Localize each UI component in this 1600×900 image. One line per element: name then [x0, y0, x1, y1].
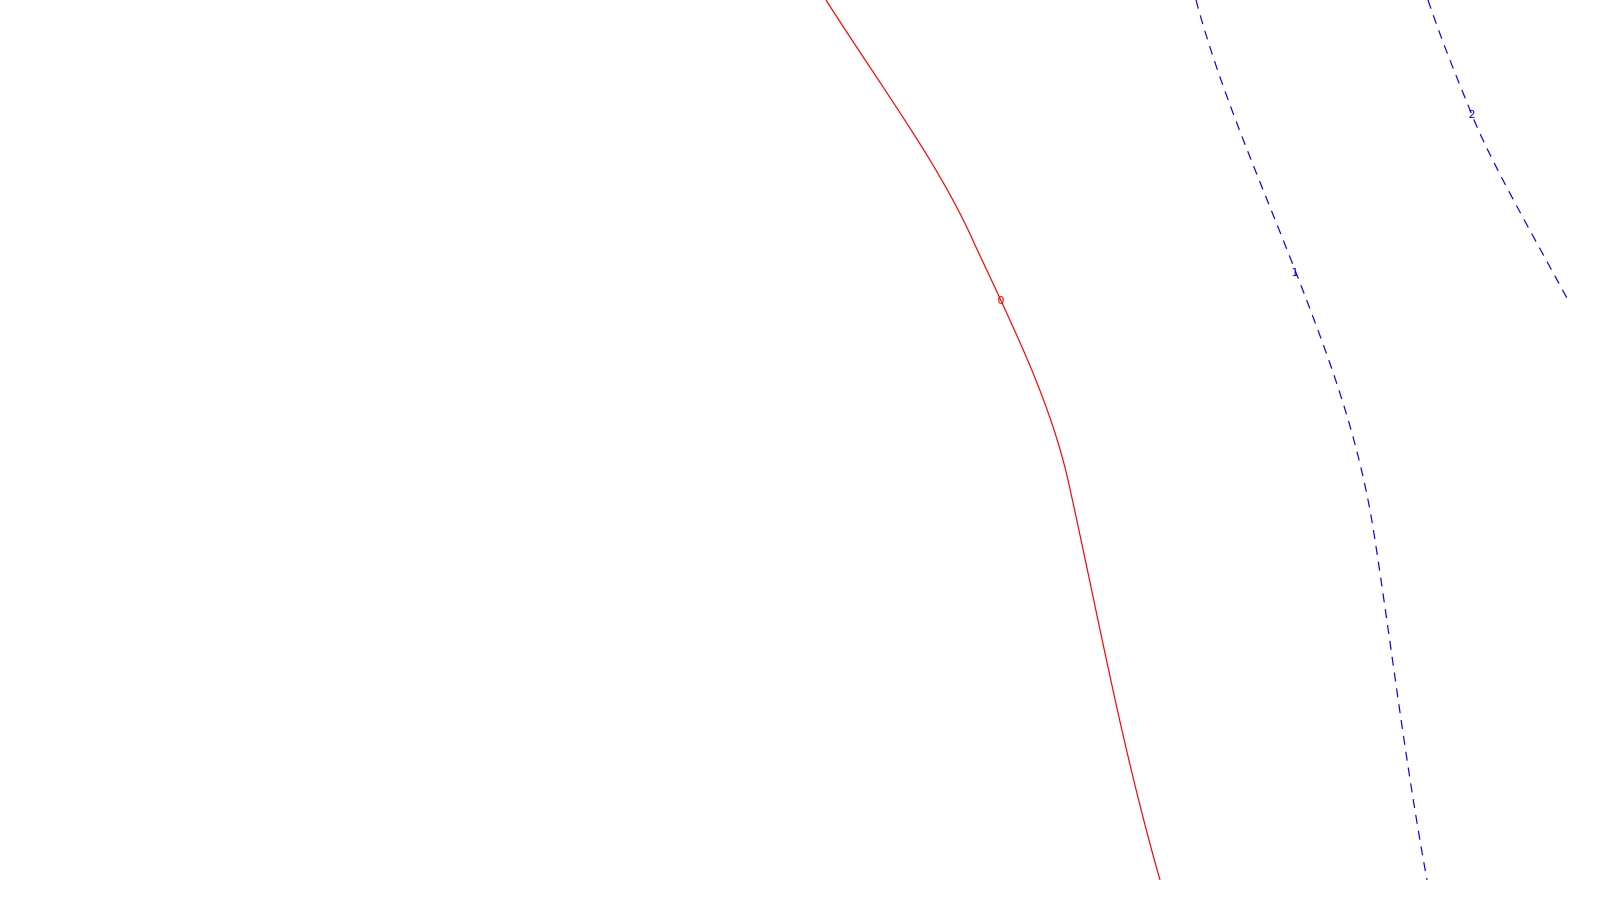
- contour-label-level-0: 0: [998, 294, 1005, 307]
- contour-line-level-2: [1427, 0, 1569, 301]
- contour-line-level-0: [825, 0, 1161, 881]
- contour-line-level-1: [1195, 0, 1428, 881]
- contour-label-level-2: 2: [1469, 108, 1476, 121]
- contour-label-level-1: 1: [1292, 266, 1299, 279]
